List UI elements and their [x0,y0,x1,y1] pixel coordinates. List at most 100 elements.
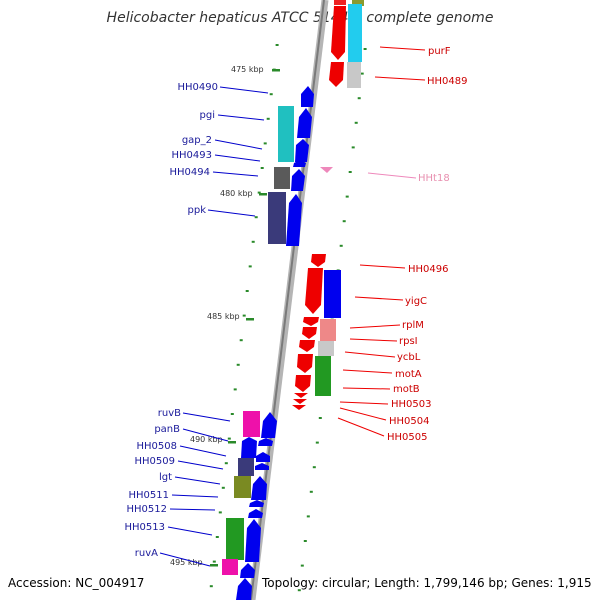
position-dot [233,388,237,391]
gene-block-cyan [348,4,362,62]
position-dot [339,244,343,247]
gene-label[interactable]: rpsI [399,336,418,347]
gene-arrow-HH0503 [294,393,308,398]
right-leader-lines [337,46,426,437]
left-leader-lines [159,86,269,567]
kbp-marker: 480 kbp [220,189,267,198]
kbp-tick [246,318,254,321]
kbp-label: 485 kbp [207,312,240,321]
gene-label[interactable]: HH0493 [172,150,213,161]
gene-label[interactable]: HH0503 [391,399,432,410]
trna-marker-HHt18 [320,167,333,173]
gene-label[interactable]: yigC [405,296,427,307]
gene-arrow-HH0508 [258,438,273,446]
gene-block-purF-shade [352,0,364,6]
map-title: Helicobacter hepaticus ATCC 51449, compl… [107,10,494,26]
position-dot [345,195,349,198]
position-dot [236,363,240,366]
gene-block-gray [347,62,361,88]
gene-label[interactable]: HH0504 [389,416,430,427]
gene-arrow-pgi [297,108,312,138]
gene-block-lgt-olive [234,476,251,498]
gene-label[interactable]: pgi [200,110,215,121]
gene-label[interactable]: ruvA [135,548,158,559]
kbp-marker: 490 kbp [190,435,236,444]
gene-label[interactable]: panB [154,424,180,435]
position-dot [218,511,222,514]
gene-arrow-top-stub [334,0,346,5]
gene-arrow-HH0512 [248,509,263,518]
kbp-tick [210,564,218,567]
gene-label[interactable]: HH0489 [427,76,468,87]
position-dots [209,44,367,592]
gene-arrow-bottom [236,578,252,600]
position-dot [269,93,273,96]
position-dot [266,117,270,120]
position-dot [351,146,355,149]
gene-label[interactable]: purF [428,46,451,57]
position-dot [212,560,216,563]
gene-label[interactable]: HH0505 [387,432,428,443]
gene-arrow-HH0509b [255,463,269,470]
gene-label[interactable]: ycbL [397,352,421,363]
position-dot [348,171,352,173]
position-dot [263,142,267,145]
topology-text: Topology: circular; Length: 1,799,146 bp… [261,576,592,590]
gene-label[interactable]: motA [395,369,422,380]
gene-block-HH0509-slate [238,458,254,476]
gene-block-ruvA-magenta [222,559,238,575]
gene-label[interactable]: motB [393,384,420,395]
accession-text: Accession: NC_004917 [8,576,144,590]
trna-leader-line [367,172,417,179]
gene-arrow-gap_2 [295,139,309,162]
position-dot [363,48,367,50]
kbp-tick [228,441,236,444]
gene-label[interactable]: gap_2 [182,135,212,146]
gene-arrow-HH0513 [245,519,261,562]
gene-label[interactable]: HH0513 [125,522,166,533]
gene-label[interactable]: HH0508 [137,441,178,452]
gene-arrow-HH0489 [329,62,344,87]
gene-block-motA-green [315,356,331,396]
position-dot [306,515,310,518]
gene-arrow-ruvA [240,563,255,578]
gene-arrow-HH0493 [293,160,306,167]
gene-label[interactable]: HH0509 [135,456,176,467]
gene-label[interactable]: HH0490 [178,82,219,93]
position-dot [303,540,307,542]
kbp-marker: 485 kbp [207,312,254,321]
gene-arrow-rpsI [302,327,317,339]
gene-arrow-yigC [305,268,323,314]
gene-label[interactable]: ppk [188,205,207,216]
gene-label[interactable]: HH0494 [170,167,211,178]
gene-block-pgi-teal [278,106,294,162]
gene-label[interactable]: HH0496 [408,264,449,275]
gene-arrow-panB [241,437,257,458]
gene-label[interactable]: rplM [402,320,424,331]
gene-arrow-HH0509 [256,452,270,462]
gene-arrow-HH0490 [301,86,314,107]
gene-block-HH0513-green [226,518,244,560]
gene-label[interactable]: lgt [159,472,172,483]
kbp-label: 490 kbp [190,435,223,444]
position-dot [257,191,261,194]
position-dot [230,413,234,415]
gene-label[interactable]: HHt18 [418,173,450,184]
gene-label[interactable]: HH0511 [129,490,170,501]
position-dot [260,167,264,169]
gene-arrow-ppk [286,194,302,246]
kbp-marker: 475 kbp [231,65,280,74]
position-dot [357,97,361,100]
gene-label[interactable]: ruvB [158,408,181,419]
position-dot [318,417,322,419]
gene-block-HH0494-gray [274,167,290,189]
kbp-marker: 495 kbp [170,558,218,567]
position-dot [227,437,231,440]
position-dot [245,290,249,292]
gene-arrow-HH0505 [292,405,306,410]
position-dot [275,44,279,46]
gene-label[interactable]: HH0512 [127,504,168,515]
kbp-label: 495 kbp [170,558,203,567]
position-dot [221,486,225,489]
